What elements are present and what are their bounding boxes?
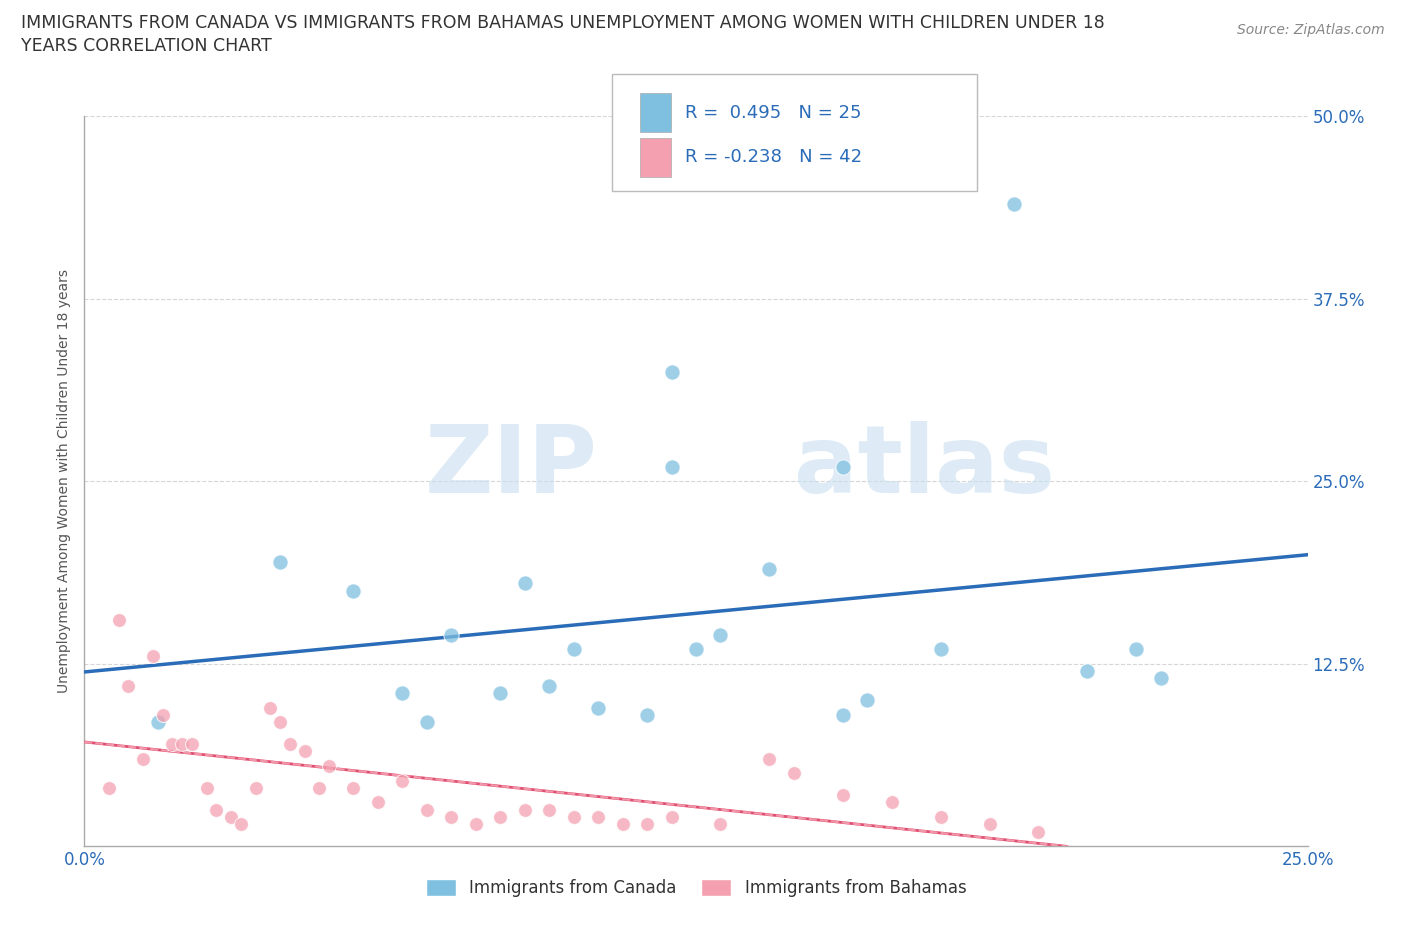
Point — [416, 715, 439, 730]
Point — [107, 613, 129, 628]
Point — [416, 803, 439, 817]
Point — [342, 780, 364, 795]
Point — [612, 817, 634, 831]
Point — [513, 803, 536, 817]
Text: atlas: atlas — [794, 420, 1054, 512]
Point — [132, 751, 155, 766]
Point — [259, 700, 281, 715]
Point — [1150, 671, 1173, 685]
Point — [685, 642, 707, 657]
Point — [464, 817, 486, 831]
Point — [278, 737, 301, 751]
Point — [1125, 642, 1147, 657]
Point — [308, 780, 330, 795]
Point — [489, 685, 512, 700]
Point — [229, 817, 252, 831]
Point — [538, 803, 561, 817]
Point — [489, 810, 512, 825]
Point — [245, 780, 267, 795]
Text: IMMIGRANTS FROM CANADA VS IMMIGRANTS FROM BAHAMAS UNEMPLOYMENT AMONG WOMEN WITH : IMMIGRANTS FROM CANADA VS IMMIGRANTS FRO… — [21, 14, 1105, 32]
Point — [269, 715, 291, 730]
Point — [181, 737, 204, 751]
Point — [142, 649, 165, 664]
Point — [391, 685, 413, 700]
Point — [586, 810, 609, 825]
Point — [661, 365, 683, 379]
Point — [152, 708, 174, 723]
Point — [367, 795, 389, 810]
Point — [162, 737, 184, 751]
Point — [172, 737, 194, 751]
Point — [219, 810, 242, 825]
Point — [709, 627, 731, 642]
Point — [562, 810, 585, 825]
Point — [586, 700, 609, 715]
Point — [342, 583, 364, 598]
Point — [117, 678, 139, 693]
Point — [294, 744, 316, 759]
Point — [783, 766, 806, 781]
Point — [856, 693, 879, 708]
Point — [1076, 664, 1098, 679]
Point — [562, 642, 585, 657]
Y-axis label: Unemployment Among Women with Children Under 18 years: Unemployment Among Women with Children U… — [58, 270, 72, 693]
Point — [97, 780, 120, 795]
Point — [1028, 824, 1050, 839]
Point — [195, 780, 218, 795]
Point — [513, 576, 536, 591]
Point — [146, 715, 169, 730]
Point — [269, 554, 291, 569]
Point — [831, 708, 853, 723]
Point — [440, 810, 463, 825]
Point — [929, 810, 952, 825]
Text: ZIP: ZIP — [425, 420, 598, 512]
Text: R = -0.238   N = 42: R = -0.238 N = 42 — [685, 148, 862, 166]
Point — [318, 759, 340, 774]
Point — [1002, 196, 1025, 211]
Point — [391, 773, 413, 788]
Point — [440, 627, 463, 642]
Text: YEARS CORRELATION CHART: YEARS CORRELATION CHART — [21, 37, 271, 55]
Point — [636, 817, 658, 831]
Point — [661, 810, 683, 825]
Point — [929, 642, 952, 657]
Point — [709, 817, 731, 831]
Legend: Immigrants from Canada, Immigrants from Bahamas: Immigrants from Canada, Immigrants from … — [419, 872, 973, 904]
Point — [831, 788, 853, 803]
Text: R =  0.495   N = 25: R = 0.495 N = 25 — [685, 103, 862, 122]
Point — [979, 817, 1001, 831]
Point — [758, 562, 780, 577]
Point — [880, 795, 903, 810]
Text: Source: ZipAtlas.com: Source: ZipAtlas.com — [1237, 23, 1385, 37]
Point — [831, 459, 853, 474]
Point — [205, 803, 228, 817]
Point — [661, 459, 683, 474]
Point — [758, 751, 780, 766]
Point — [636, 708, 658, 723]
Point — [538, 678, 561, 693]
